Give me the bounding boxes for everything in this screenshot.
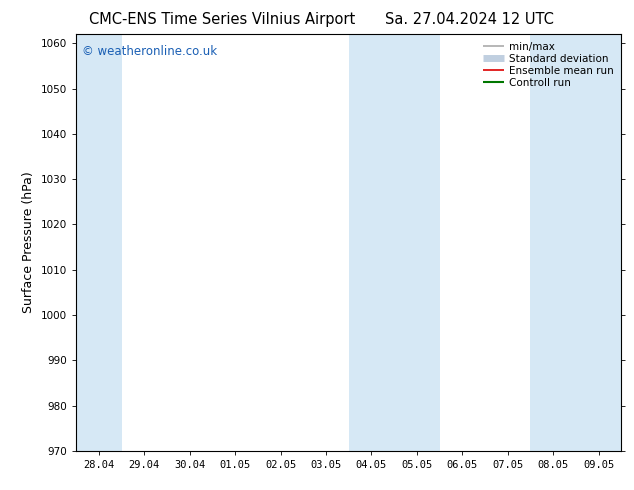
Legend: min/max, Standard deviation, Ensemble mean run, Controll run: min/max, Standard deviation, Ensemble me… [481, 40, 616, 90]
Bar [349, 34, 439, 451]
Bar [76, 34, 122, 451]
Text: CMC-ENS Time Series Vilnius Airport: CMC-ENS Time Series Vilnius Airport [89, 12, 355, 27]
Y-axis label: Surface Pressure (hPa): Surface Pressure (hPa) [22, 172, 36, 314]
Text: © weatheronline.co.uk: © weatheronline.co.uk [82, 45, 217, 58]
Text: Sa. 27.04.2024 12 UTC: Sa. 27.04.2024 12 UTC [385, 12, 553, 27]
Bar [531, 34, 621, 451]
